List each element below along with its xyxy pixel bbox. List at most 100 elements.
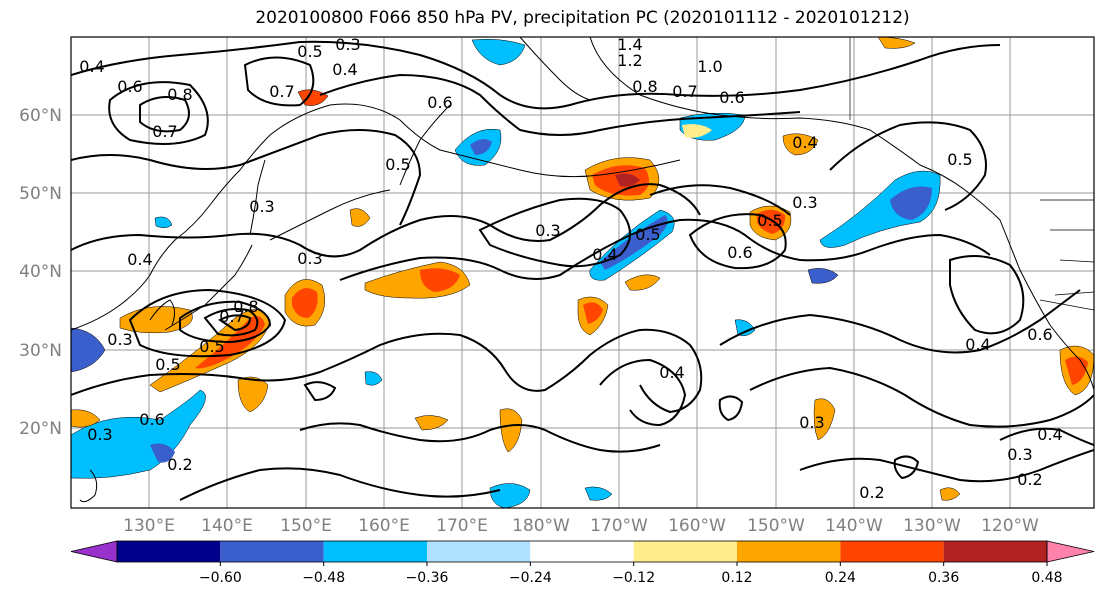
lon-tick-label: 160°E <box>358 516 410 536</box>
lon-tick-label: 140°E <box>201 516 253 536</box>
contour-north-1 <box>71 40 1001 110</box>
contour-label: 0.3 <box>799 413 824 432</box>
colorbar-tick-label: −0.48 <box>302 570 345 586</box>
lon-tick-label: 130°W <box>903 516 961 536</box>
precip-anomaly-cell-f <box>584 486 613 501</box>
lat-tick-label: 50°N <box>19 184 62 204</box>
lon-tick-label: 130°E <box>123 516 175 536</box>
colorbar-tick-label: 0.48 <box>1031 570 1062 586</box>
precip-anomaly-cell-d <box>414 415 449 431</box>
precip-anomaly-170e-core <box>420 268 460 292</box>
contour-east-ring <box>949 255 1025 335</box>
colorbar-tick-label: 0.36 <box>928 570 959 586</box>
contour-label: 0.6 <box>1027 325 1052 344</box>
coastline-bering <box>519 37 591 101</box>
colorbar-swatch <box>840 541 944 562</box>
precip-anomaly-150w-north <box>782 133 819 156</box>
precip-anomaly-cell-j <box>154 216 173 228</box>
contour-label: 0.4 <box>1037 425 1062 444</box>
contour-small-ring-c <box>303 381 337 402</box>
contour-label: 0.8 <box>233 297 258 316</box>
contour-label: 0.5 <box>947 150 972 169</box>
coastline-japan <box>164 244 253 331</box>
coastline-alaska <box>589 37 1001 221</box>
contour-label: 0.4 <box>127 250 152 269</box>
lat-tick-label: 60°N <box>19 106 62 126</box>
lon-tick-label: 180°W <box>512 516 570 536</box>
contour-label: 0.5 <box>757 211 782 230</box>
precip-anomaly-west-edge <box>71 327 106 373</box>
precip-anomaly-140w-core <box>890 186 932 220</box>
colorbar-extend-low <box>70 540 118 563</box>
precip-anomaly-cell-h <box>734 319 756 337</box>
contour-south-5 <box>299 422 661 453</box>
precip-anomaly-cell-a <box>237 376 269 413</box>
precip-anomaly-150e-core <box>292 288 318 318</box>
contour-kuroshio-ring-2 <box>179 300 272 344</box>
contour-label: 0.4 <box>332 60 357 79</box>
contour-mid-1 <box>71 183 701 258</box>
contour-small-ring-a <box>718 395 744 422</box>
contour-north-2 <box>71 129 422 226</box>
contour-label: 0.7 <box>152 122 177 141</box>
contour-label: 0.5 <box>199 337 224 356</box>
colorbar-swatch <box>530 541 634 562</box>
lon-tick-label: 170°W <box>590 516 648 536</box>
coastline-kamchatka <box>399 104 451 186</box>
precip-anomaly-okhotsk-negative <box>471 38 526 66</box>
contour-south-6 <box>179 467 501 501</box>
contour-label: 0.6 <box>427 93 452 112</box>
contour-label: 0.5 <box>297 42 322 61</box>
contour-label: 0.8 <box>167 85 192 104</box>
colorbar-tick-label: −0.36 <box>406 570 449 586</box>
precip-anomaly-cell-b <box>499 408 523 453</box>
contour-mid-2 <box>339 218 991 281</box>
contour-label: 0.3 <box>792 193 817 212</box>
contour-label: 0.3 <box>335 35 360 54</box>
lat-tick-label: 40°N <box>19 262 62 282</box>
colorbar-swatch <box>220 541 324 562</box>
colorbar <box>70 540 1095 563</box>
colorbar-tick-labels: −0.60 −0.48 −0.36 −0.24 −0.12 0.12 0.24 0.36 0.4… <box>199 562 1063 586</box>
colorbar-tick-label: 0.24 <box>825 570 856 586</box>
contour-kuroshio-ring-4 <box>218 314 252 332</box>
contour-label: 0.4 <box>592 245 617 264</box>
lon-tick-label: 150°E <box>280 516 332 536</box>
contour-kuroshio-ring-1 <box>128 288 287 358</box>
contour-label: 0.4 <box>792 133 817 152</box>
colorbar-swatch <box>943 541 1047 562</box>
contour-siberia-ring-2 <box>139 95 190 133</box>
coastline-north-america <box>999 219 1094 391</box>
contour-siberia-ring-1 <box>108 81 209 145</box>
contour-label: 0.6 <box>727 243 752 262</box>
colorbar-tick-label: −0.12 <box>612 570 655 586</box>
coastlines <box>71 37 1094 503</box>
colorbar-extend-high <box>1046 540 1095 563</box>
colorbar-swatch <box>633 541 737 562</box>
contour-siberia-ring-3 <box>243 56 315 107</box>
coastline-sakhalin <box>249 159 266 236</box>
contour-label: 1.2 <box>617 51 642 70</box>
precip-anomaly-cell-i <box>364 371 383 386</box>
contour-label: 0.7 <box>672 82 697 101</box>
lon-tick-label: 160°W <box>668 516 726 536</box>
lon-tick-label: 150°W <box>747 516 805 536</box>
contour-label: 0.6 <box>719 88 744 107</box>
precip-anomaly-kamchatka-core <box>470 139 492 155</box>
latitude-tick-labels: 60°N 50°N 40°N 30°N 20°N <box>19 106 62 439</box>
precip-anomaly-170w-mid <box>624 274 661 291</box>
precip-anomaly-scs-negative <box>71 389 206 479</box>
contour-label: 0.3 <box>107 330 132 349</box>
pv-contours <box>71 40 1094 501</box>
contour-label: 1.0 <box>697 57 722 76</box>
precip-anomaly-north-positive <box>877 37 916 49</box>
colorbar-swatch <box>323 541 427 562</box>
contour-labels: 0.40.6 0.80.70.5 0.30.41.41.2 1.00.8 0.7 0.60… <box>79 35 1062 502</box>
contour-mid-4 <box>688 213 787 270</box>
contour-label: 0.4 <box>659 363 684 382</box>
contour-label: 0.2 <box>1017 470 1042 489</box>
precip-anomaly-west-edge-small <box>71 409 101 428</box>
precip-anomaly-170w-south-core <box>583 302 603 324</box>
contour-label: 0.6 <box>139 410 164 429</box>
